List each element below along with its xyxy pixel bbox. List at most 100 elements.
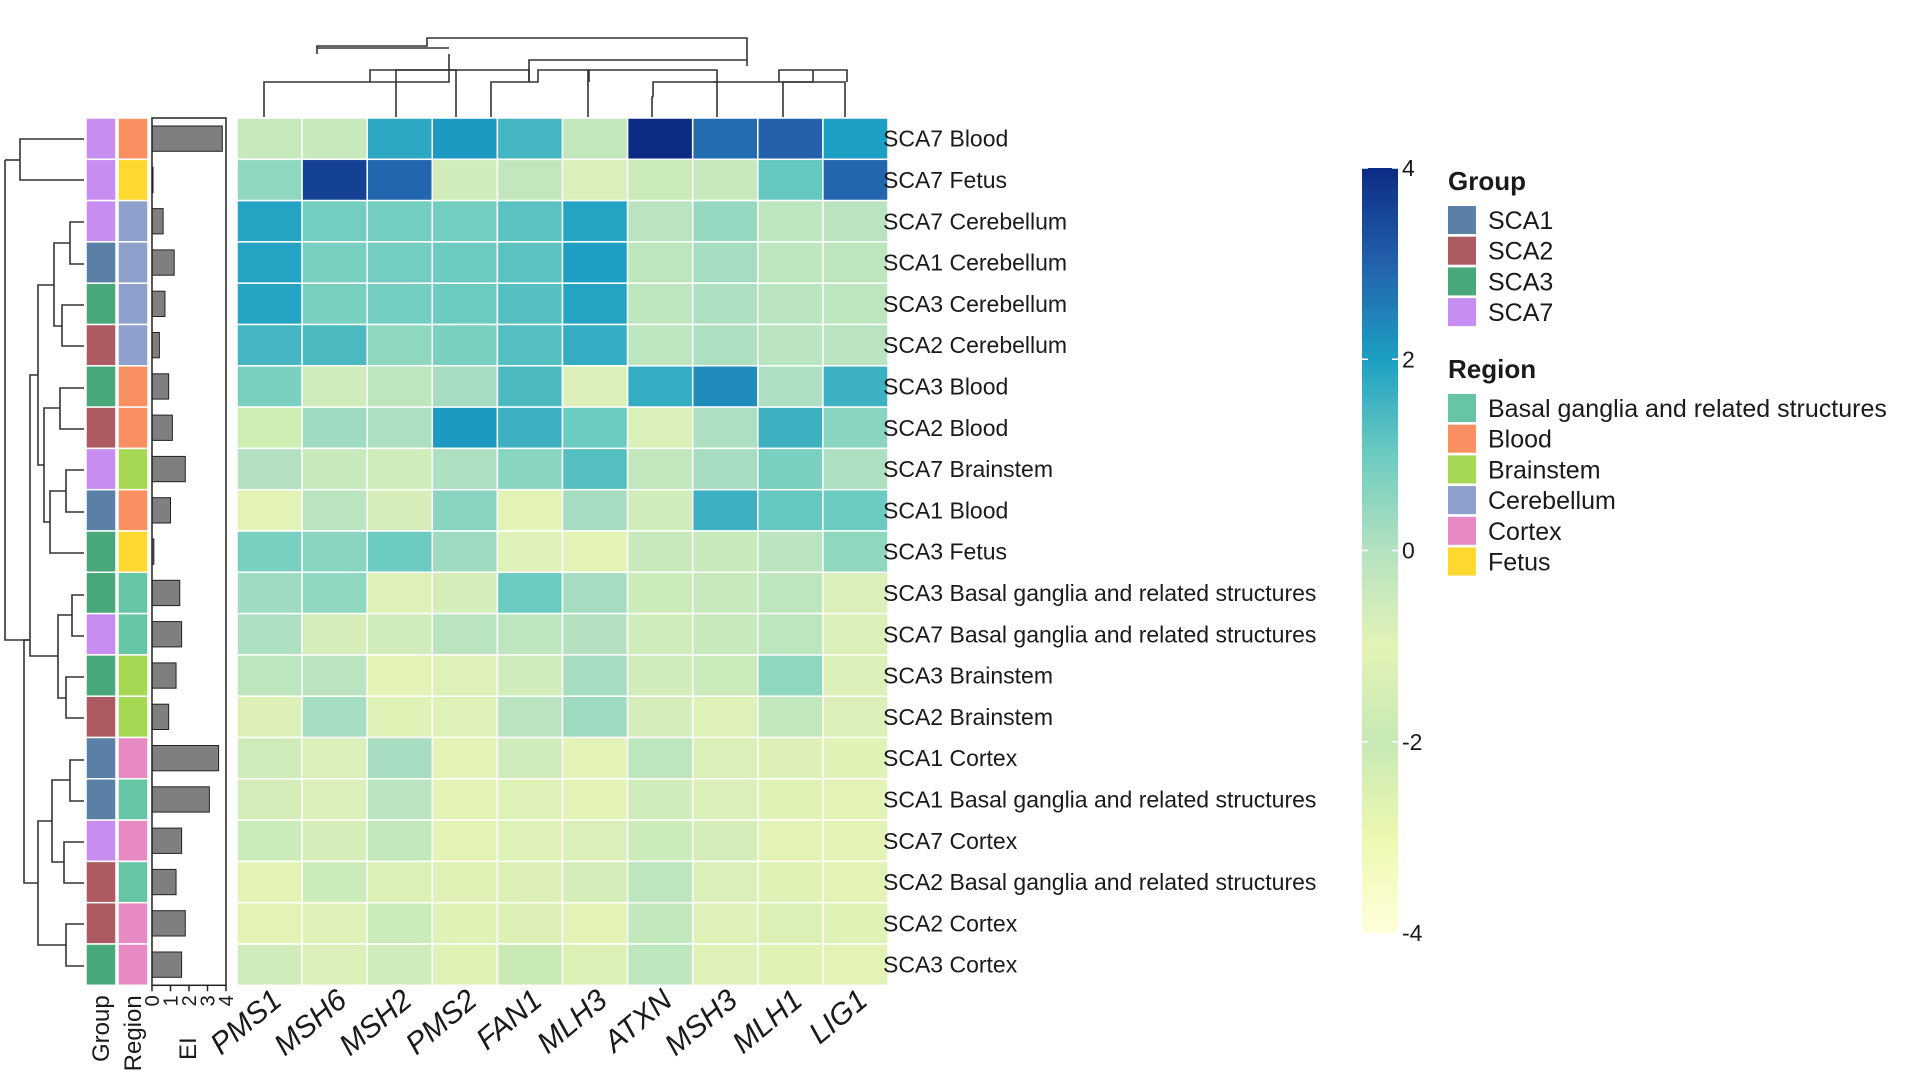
heatmap-cell [431,365,499,408]
row-label: SCA7 Cerebellum [883,208,1067,234]
heatmap-cell [301,241,368,284]
heatmap-cell [236,158,303,202]
row-labels: SCA7 Blood SCA7 Fetus SCA7 Cerebellum SCA1 … [883,126,1316,978]
ei-bar [151,290,166,318]
ei-bar [151,703,170,731]
heatmap-cell [561,860,629,904]
ei-bar [151,786,210,813]
region-annotation-cell [117,571,149,615]
heatmap-cell [626,654,694,697]
heatmap-cell [431,447,499,491]
ei-bar [151,332,160,359]
group-legend-label: SCA7 [1488,299,1553,327]
group-annotation-cell [85,901,117,945]
region-annotation-cell [117,117,149,161]
heatmap-cells [236,117,889,987]
heatmap-cell [431,571,499,615]
heatmap-cell [431,117,499,161]
row-label: SCA1 Cortex [883,745,1018,771]
heatmap-cell [496,778,564,821]
heatmap-cell [301,571,368,615]
heatmap-cell [301,323,368,367]
heatmap-cell [496,447,564,491]
heatmap-cell [431,695,499,739]
column-label: PMS2 [400,983,484,1061]
heatmap-cell [496,365,564,408]
column-label: LIG1 [803,983,874,1050]
column-dendrogram [263,37,848,117]
heatmap-cell [691,365,759,408]
heatmap-cell [301,612,368,656]
heatmap-cell [561,117,629,161]
region-annotation-cell [117,943,149,987]
colorbar-tick-label: -4 [1402,920,1423,946]
annotation-columns: Group Region [85,117,149,1071]
ei-bar [151,579,181,607]
group-annotation-cell [85,654,117,697]
heatmap-cell [431,860,499,904]
region-annotation-cell [117,488,149,532]
heatmap-cell [431,612,499,656]
group-annotation-cell [85,612,117,656]
region-legend-swatch [1448,394,1476,422]
heatmap-cell [366,447,434,491]
heatmap-cell [301,695,368,739]
heatmap-cell [301,282,368,326]
heatmap-cell [822,488,889,532]
heatmap-cell [366,860,434,904]
heatmap-cell [691,158,759,202]
region-annotation-cell [117,199,149,243]
row-label: SCA2 Basal ganglia and related structure… [883,869,1316,895]
heatmap-cell [757,901,824,945]
heatmap-cell [691,530,759,574]
heatmap-cell [366,323,434,367]
row-label: SCA3 Fetus [883,539,1007,565]
ei-bar [151,249,175,276]
heatmap-cell [757,530,824,574]
heatmap-cell [301,199,368,243]
heatmap-cell [236,654,303,697]
heatmap-cell [431,406,499,450]
group-legend-title: Group [1448,166,1526,196]
group-annotation-cell [85,241,117,284]
heatmap-cell [626,199,694,243]
heatmap-cell [626,778,694,821]
heatmap-cell [366,241,434,284]
heatmap-cell [691,117,759,161]
region-legend-swatch [1448,486,1476,515]
heatmap-cell [366,571,434,615]
region-annotation-cell [117,530,149,574]
heatmap-cell [757,943,824,987]
heatmap-cell [822,199,889,243]
heatmap-cell [496,488,564,532]
heatmap-cell [626,695,694,739]
colorbar-tick-label: 0 [1402,538,1415,564]
heatmap-cell [431,158,499,202]
colorbar-tick-label: 2 [1402,346,1415,372]
heatmap-cell [757,695,824,739]
heatmap-cell [561,199,629,243]
region-legend-label: Cerebellum [1488,487,1616,515]
region-legend-label: Blood [1488,426,1552,454]
heatmap-cell [366,819,434,863]
heatmap-cell [561,406,629,450]
row-label: SCA1 Cerebellum [883,250,1067,276]
heatmap-cell [626,365,694,408]
row-label: SCA7 Brainstem [883,456,1053,482]
region-legend-swatch [1448,424,1476,453]
column-label: ATXN [596,983,679,1060]
row-label: SCA2 Cerebellum [883,332,1067,358]
heatmap-cell [301,860,368,904]
ei-bar [151,497,171,524]
row-label: SCA7 Fetus [883,167,1007,193]
column-label: FAN1 [470,983,548,1056]
heatmap-cell [626,571,694,615]
heatmap-cell [236,819,303,863]
heatmap-cell [366,654,434,697]
heatmap-cell [366,199,434,243]
heatmap-cell [496,406,564,450]
